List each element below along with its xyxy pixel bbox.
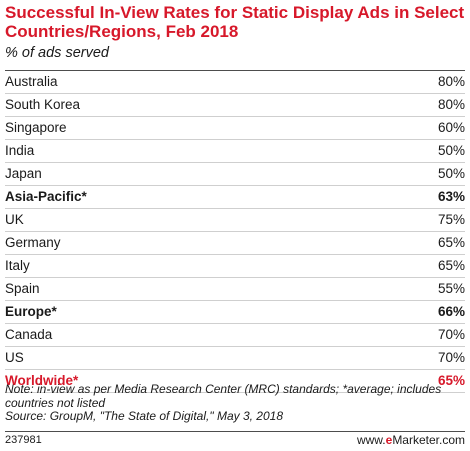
row-value: 60% [437, 120, 465, 135]
table-row: US 70% [5, 347, 465, 370]
row-value: 65% [437, 258, 465, 273]
row-label: Singapore [5, 120, 67, 135]
row-label: Italy [5, 258, 30, 273]
note-text: Note: in-view as per Media Research Cent… [5, 382, 442, 410]
row-value: 55% [437, 281, 465, 296]
chart-id: 237981 [5, 434, 42, 446]
row-label: Spain [5, 281, 40, 296]
chart-title: Successful In-View Rates for Static Disp… [5, 3, 465, 41]
brand-e: e [385, 433, 393, 447]
table-row: Europe* 66% [5, 301, 465, 324]
table-row: Japan 50% [5, 163, 465, 186]
brand-prefix: www. [356, 433, 386, 447]
row-value: 63% [437, 189, 465, 204]
brand-logo[interactable]: www.eMarketer.com [357, 433, 465, 447]
row-value: 75% [437, 212, 465, 227]
table-row: UK 75% [5, 209, 465, 232]
data-table: Australia 80% South Korea 80% Singapore 60% In… [5, 70, 465, 393]
row-label: Japan [5, 166, 42, 181]
row-label: Asia-Pacific* [5, 189, 87, 204]
row-label: South Korea [5, 97, 81, 112]
row-value: 50% [437, 143, 465, 158]
row-value: 66% [437, 304, 465, 319]
row-label: Germany [5, 235, 61, 250]
row-label: Canada [5, 327, 53, 342]
table-row: Asia-Pacific* 63% [5, 186, 465, 209]
row-label: India [5, 143, 35, 158]
row-label: Australia [5, 74, 58, 89]
table-row: Spain 55% [5, 278, 465, 301]
row-label: UK [5, 212, 24, 227]
row-value: 70% [437, 350, 465, 365]
chart-subtitle: % of ads served [5, 45, 109, 61]
row-value: 80% [437, 74, 465, 89]
brand-suffix: Marketer.com [392, 433, 465, 447]
table-row: Italy 65% [5, 255, 465, 278]
row-value: 65% [437, 373, 465, 388]
chart-notes: Note: in-view as per Media Research Cent… [5, 382, 465, 424]
table-row: South Korea 80% [5, 94, 465, 117]
table-row: India 50% [5, 140, 465, 163]
table-row: Canada 70% [5, 324, 465, 347]
row-value: 50% [437, 166, 465, 181]
row-label: Europe* [5, 304, 57, 319]
table-row: Germany 65% [5, 232, 465, 255]
row-value: 70% [437, 327, 465, 342]
row-label: Worldwide* [5, 373, 79, 388]
source-text: Source: GroupM, "The State of Digital," … [5, 409, 283, 423]
row-label: US [5, 350, 24, 365]
table-row: Worldwide* 65% [5, 370, 465, 393]
row-value: 80% [437, 97, 465, 112]
row-value: 65% [437, 235, 465, 250]
table-row: Australia 80% [5, 71, 465, 94]
table-row: Singapore 60% [5, 117, 465, 140]
footer-divider [5, 431, 465, 432]
